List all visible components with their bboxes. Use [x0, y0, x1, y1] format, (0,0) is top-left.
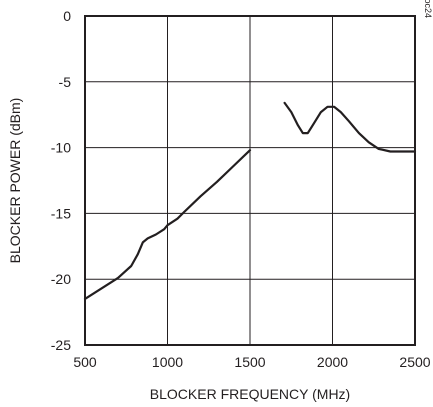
grid [85, 16, 415, 345]
y-tick-label: -5 [59, 74, 72, 90]
y-tick-label: -10 [51, 140, 71, 156]
series-group [83, 101, 417, 300]
x-tick-label: 2000 [317, 354, 348, 370]
series-line-1 [83, 149, 252, 300]
x-tick-label: 2500 [399, 354, 430, 370]
x-tick-label: 500 [73, 354, 97, 370]
y-tick-label: -15 [51, 205, 71, 221]
x-tick-label: 1000 [152, 354, 183, 370]
x-tick-label: 1500 [234, 354, 265, 370]
x-tick-labels: 500 1000 1500 2000 2500 [73, 354, 430, 370]
y-tick-label: 0 [63, 8, 71, 24]
y-tick-labels: 0 -5 -10 -15 -20 -25 [51, 8, 71, 353]
plot-frame [84, 15, 416, 346]
figure-code: MAX2687 toc24 [423, 0, 433, 18]
y-tick-label: -25 [51, 337, 71, 353]
series-line-2 [283, 101, 417, 153]
y-tick-label: -20 [51, 271, 71, 287]
y-axis-title: BLOCKER POWER (dBm) [7, 98, 23, 264]
x-axis-title: BLOCKER FREQUENCY (MHz) [150, 386, 350, 402]
